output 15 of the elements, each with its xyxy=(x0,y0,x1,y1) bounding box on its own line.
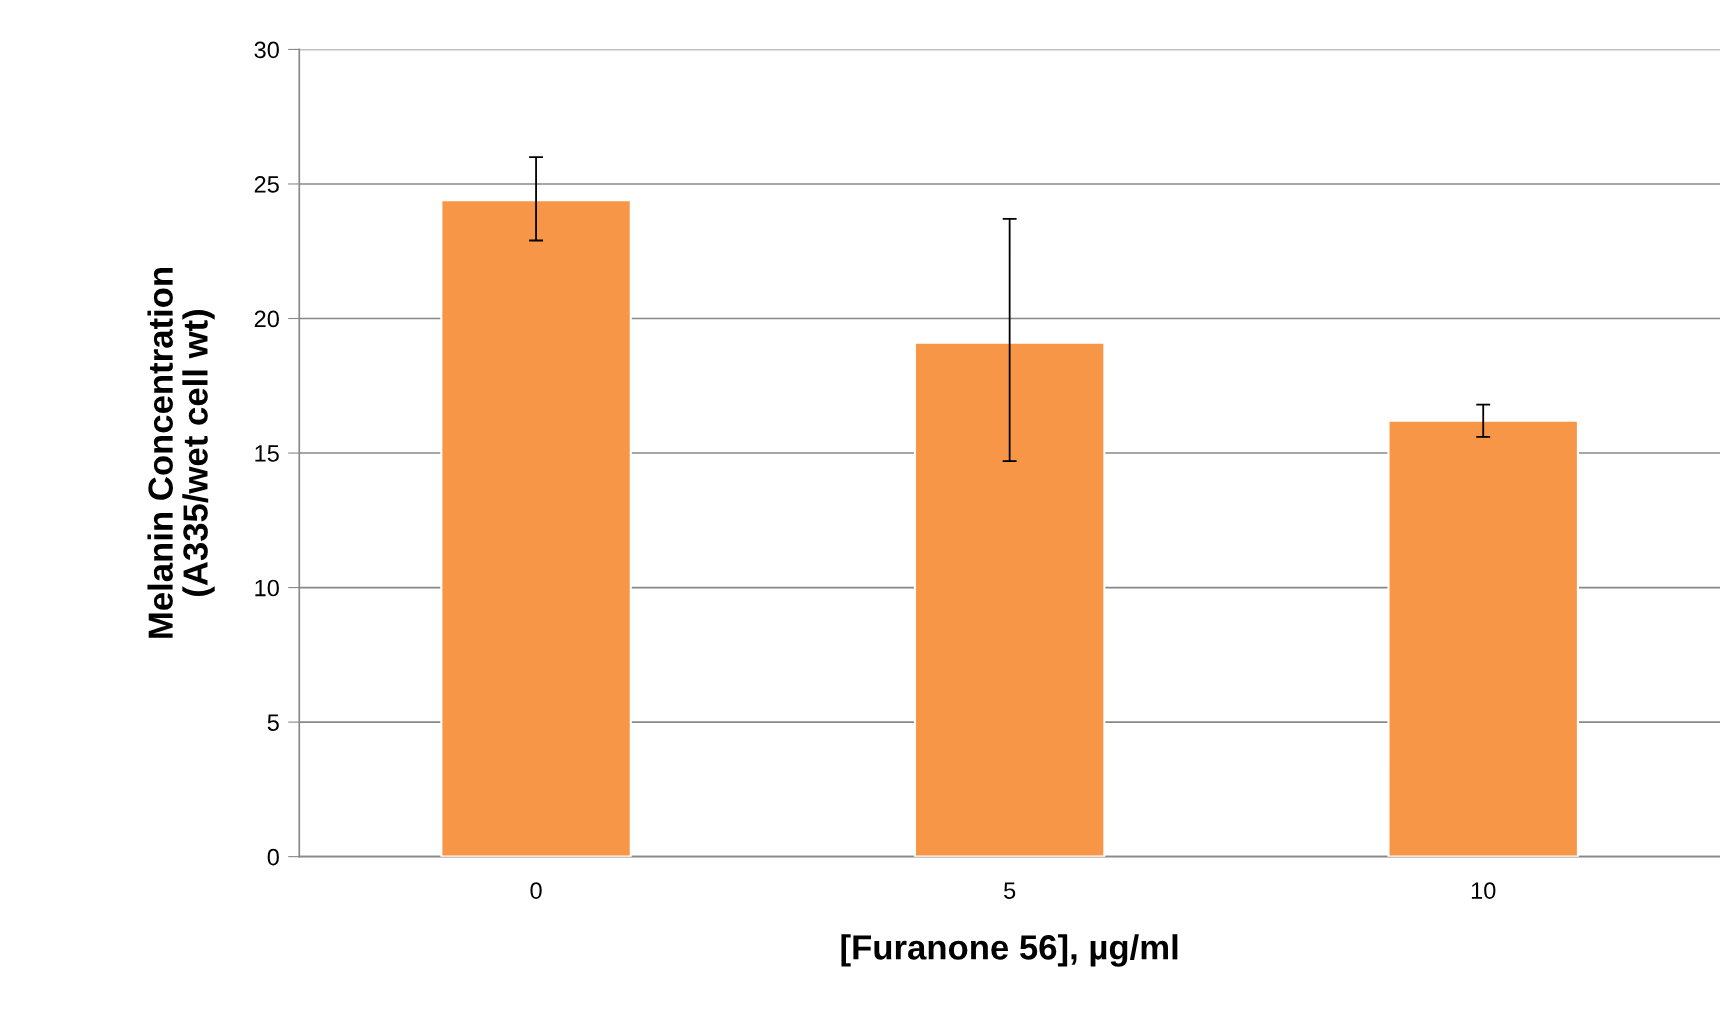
y-tick-label: 20 xyxy=(254,310,279,328)
x-tick-label: 5 xyxy=(1004,882,1016,899)
y-tick-label: 30 xyxy=(254,41,279,59)
y-tick-label: 0 xyxy=(267,848,279,866)
bar xyxy=(440,199,632,857)
y-tick-label: 25 xyxy=(254,176,279,193)
x-tick-label: 10 xyxy=(1471,882,1496,899)
y-tick-label: 15 xyxy=(255,445,279,462)
y-tick-label: 5 xyxy=(267,714,279,731)
x-axis-title: [Furanone 56], µg/ml xyxy=(841,934,1178,967)
y-tick-label: 10 xyxy=(255,579,279,597)
y-axis-title: Melanin Concentration (A335/wet cell wt) xyxy=(147,268,215,638)
bar xyxy=(1387,419,1579,857)
x-tick-label: 0 xyxy=(530,882,542,899)
bar xyxy=(913,341,1106,857)
